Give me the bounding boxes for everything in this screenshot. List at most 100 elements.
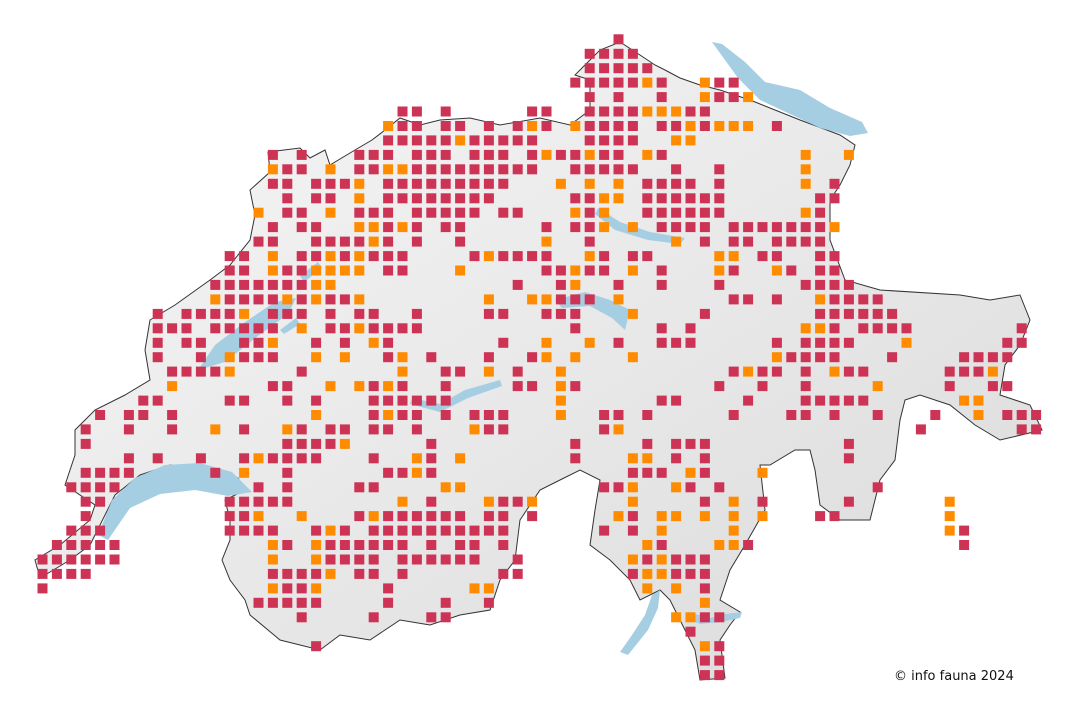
- occurrence-square-red: [699, 496, 710, 507]
- occurrence-square-orange: [987, 366, 998, 377]
- occurrence-square-red: [325, 193, 336, 204]
- occurrence-square-red: [800, 222, 811, 233]
- occurrence-square-red: [253, 337, 264, 348]
- occurrence-square-red: [541, 106, 552, 117]
- occurrence-square-red: [368, 323, 379, 334]
- occurrence-square-orange: [325, 265, 336, 276]
- occurrence-square-red: [815, 308, 826, 319]
- occurrence-square-orange: [714, 121, 725, 131]
- occurrence-square-red: [383, 236, 394, 247]
- occurrence-square-red: [584, 236, 595, 247]
- occurrence-square-red: [815, 207, 826, 218]
- occurrence-square-red: [368, 308, 379, 319]
- occurrence-square-red: [613, 337, 624, 348]
- occurrence-square-red: [483, 193, 494, 204]
- lake-maggiore: [620, 590, 660, 655]
- occurrence-square-red: [656, 178, 667, 189]
- occurrence-square-red: [498, 251, 509, 262]
- occurrence-square-orange: [743, 92, 754, 103]
- occurrence-square-red: [959, 540, 970, 550]
- occurrence-square-orange: [483, 583, 494, 594]
- occurrence-square-red: [584, 92, 595, 103]
- occurrence-square-orange: [397, 496, 408, 507]
- occurrence-square-orange: [642, 149, 653, 160]
- occurrence-square-red: [267, 453, 278, 464]
- occurrence-square-red: [411, 511, 422, 522]
- occurrence-square-orange: [541, 149, 552, 160]
- occurrence-square-red: [541, 308, 552, 319]
- occurrence-square-red: [699, 222, 710, 233]
- occurrence-square-red: [800, 236, 811, 247]
- occurrence-square-red: [440, 597, 451, 608]
- occurrence-square-red: [944, 381, 955, 392]
- occurrence-square-red: [858, 395, 869, 406]
- occurrence-square-red: [512, 554, 523, 565]
- occurrence-square-red: [411, 308, 422, 319]
- occurrence-square-orange: [383, 381, 394, 392]
- occurrence-square-red: [383, 511, 394, 522]
- occurrence-square-red: [469, 135, 480, 146]
- occurrence-square-red: [901, 323, 912, 334]
- occurrence-square-red: [37, 568, 48, 579]
- occurrence-square-red: [167, 323, 178, 334]
- occurrence-square-red: [743, 294, 754, 305]
- occurrence-square-red: [282, 496, 293, 507]
- occurrence-square-red: [570, 308, 581, 319]
- occurrence-square-red: [368, 251, 379, 262]
- occurrence-square-red: [685, 626, 696, 637]
- occurrence-square-orange: [671, 511, 682, 522]
- occurrence-square-red: [426, 525, 437, 536]
- occurrence-square-red: [671, 554, 682, 565]
- occurrence-square-orange: [699, 92, 710, 103]
- occurrence-square-orange: [570, 352, 581, 363]
- occurrence-square-red: [224, 251, 235, 262]
- occurrence-square-red: [109, 554, 120, 565]
- occurrence-square-red: [282, 178, 293, 189]
- occurrence-square-red: [455, 511, 466, 522]
- occurrence-square-red: [80, 467, 91, 478]
- occurrence-square-red: [339, 294, 350, 305]
- occurrence-square-orange: [627, 352, 638, 363]
- occurrence-square-red: [325, 438, 336, 449]
- occurrence-square-red: [599, 106, 610, 117]
- occurrence-square-red: [354, 149, 365, 160]
- occurrence-square-orange: [642, 453, 653, 464]
- occurrence-square-red: [383, 597, 394, 608]
- occurrence-square-red: [66, 482, 77, 493]
- occurrence-square-orange: [714, 251, 725, 262]
- occurrence-square-red: [397, 193, 408, 204]
- occurrence-square-red: [95, 540, 106, 550]
- occurrence-square-red: [282, 583, 293, 594]
- occurrence-square-red: [584, 121, 595, 131]
- occurrence-square-red: [570, 438, 581, 449]
- occurrence-square-red: [296, 251, 307, 262]
- occurrence-square-red: [282, 279, 293, 290]
- occurrence-square-red: [383, 222, 394, 233]
- occurrence-square-red: [642, 410, 653, 420]
- occurrence-square-red: [411, 323, 422, 334]
- occurrence-square-orange: [685, 612, 696, 623]
- occurrence-square-orange: [685, 467, 696, 478]
- occurrence-square-orange: [354, 381, 365, 392]
- occurrence-square-red: [656, 222, 667, 233]
- occurrence-square-orange: [642, 568, 653, 579]
- occurrence-square-red: [426, 164, 437, 175]
- occurrence-square-orange: [944, 496, 955, 507]
- occurrence-square-orange: [267, 265, 278, 276]
- occurrence-square-red: [1002, 381, 1013, 392]
- occurrence-square-red: [368, 164, 379, 175]
- occurrence-square-red: [498, 525, 509, 536]
- occurrence-square-red: [411, 207, 422, 218]
- occurrence-square-red: [411, 236, 422, 247]
- occurrence-square-red: [1002, 410, 1013, 420]
- occurrence-square-red: [685, 106, 696, 117]
- occurrence-square-orange: [685, 121, 696, 131]
- occurrence-square-red: [671, 395, 682, 406]
- occurrence-square-red: [498, 410, 509, 420]
- occurrence-square-red: [455, 121, 466, 131]
- occurrence-square-red: [311, 222, 322, 233]
- occurrence-square-red: [282, 438, 293, 449]
- occurrence-square-red: [829, 251, 840, 262]
- occurrence-square-red: [383, 207, 394, 218]
- occurrence-square-orange: [296, 511, 307, 522]
